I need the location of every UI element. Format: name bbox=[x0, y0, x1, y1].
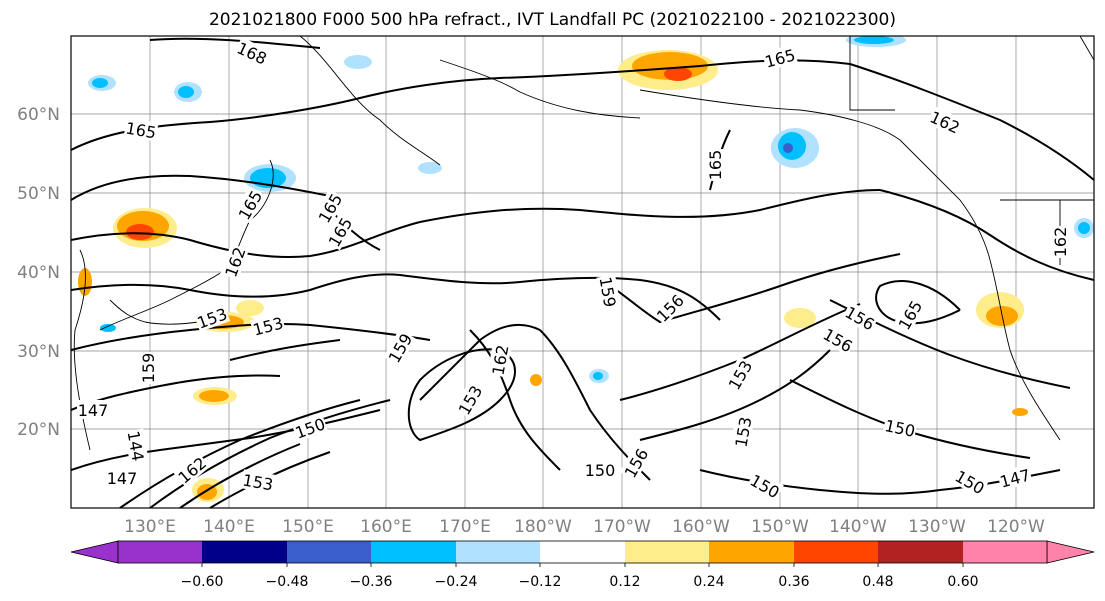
contour-label-text: 159 bbox=[139, 353, 158, 384]
colorbar-tick-label: 0.48 bbox=[862, 574, 893, 590]
longitude-label: 140°W bbox=[829, 517, 887, 537]
colorbar-segment bbox=[709, 541, 794, 563]
colorbar-segment bbox=[540, 541, 625, 563]
contour-label-text: 147 bbox=[107, 469, 138, 488]
contour-label: 144 bbox=[123, 428, 149, 464]
map-frame bbox=[70, 35, 1095, 509]
colorbar-tick-label: −0.12 bbox=[519, 574, 562, 590]
contour-label: 165 bbox=[123, 117, 159, 143]
colorbar-tick-label: 0.36 bbox=[778, 574, 809, 590]
longitude-label: 180°W bbox=[514, 517, 572, 537]
colorbar-extend-high bbox=[1046, 540, 1095, 564]
contour-label-text: 162 bbox=[1051, 227, 1070, 258]
colorbar-segment bbox=[878, 541, 963, 563]
contour-label-text: 165 bbox=[706, 150, 725, 181]
longitude-label: 160°W bbox=[672, 517, 730, 537]
colorbar-segment bbox=[963, 541, 1047, 563]
colorbar-segment bbox=[118, 541, 202, 563]
contour-label: 159 bbox=[138, 352, 158, 384]
colorbar-tick-label: −0.60 bbox=[181, 574, 224, 590]
colorbar-extend-low bbox=[70, 540, 119, 564]
latitude-label: 60°N bbox=[17, 105, 60, 125]
colorbar-tick-label: −0.24 bbox=[435, 574, 478, 590]
contour-label: 153 bbox=[240, 469, 276, 495]
longitude-label: 120°W bbox=[987, 517, 1045, 537]
negative-patch bbox=[783, 143, 793, 153]
longitude-label: 150°W bbox=[751, 517, 809, 537]
contour-label: 150 bbox=[746, 469, 784, 502]
latitude-label: 40°N bbox=[17, 263, 60, 283]
contour-label: 156 bbox=[819, 323, 857, 356]
contour-label-text: 150 bbox=[585, 461, 616, 480]
latitude-labels: 60°N 50°N 40°N 30°N 20°N bbox=[17, 105, 60, 440]
longitude-label: 160°E bbox=[360, 517, 412, 537]
colorbar-segment bbox=[287, 541, 371, 563]
longitude-label: 130°W bbox=[908, 517, 966, 537]
contour-label: 153 bbox=[730, 414, 756, 450]
contour-label: 147 bbox=[77, 400, 109, 420]
longitude-label: 170°E bbox=[439, 517, 491, 537]
longitude-label: 150°E bbox=[282, 517, 334, 537]
colorbar-tick-label: 0.12 bbox=[609, 574, 640, 590]
contour-label: 165 bbox=[705, 149, 725, 181]
colorbar: −0.60 −0.48 −0.36 −0.24 −0.12 0.12 0.24 0.36 0.4… bbox=[70, 540, 1095, 590]
colorbar-tick-label: 0.60 bbox=[947, 574, 978, 590]
contour-label: 150 bbox=[584, 460, 616, 480]
colorbar-segment bbox=[625, 541, 709, 563]
longitude-label: 140°E bbox=[203, 517, 255, 537]
longitude-label: 130°E bbox=[124, 517, 176, 537]
contour-label-text: 147 bbox=[78, 401, 109, 420]
colorbar-tick-label: 0.24 bbox=[693, 574, 724, 590]
latitude-label: 30°N bbox=[17, 342, 60, 362]
contour-label: 162 bbox=[1050, 226, 1070, 258]
contour-label: 147 bbox=[106, 468, 138, 488]
colorbar-segment bbox=[202, 541, 287, 563]
colorbar-tick-label: −0.36 bbox=[350, 574, 393, 590]
longitude-labels: 130°E 140°E 150°E 160°E 170°E 180°W 170°W 160°W… bbox=[124, 517, 1045, 537]
latitude-label: 20°N bbox=[17, 420, 60, 440]
positive-patch bbox=[126, 67, 692, 240]
colorbar-segment bbox=[456, 541, 540, 563]
longitude-label: 170°W bbox=[593, 517, 651, 537]
colorbar-segment bbox=[371, 541, 456, 563]
colorbar-segment bbox=[794, 541, 878, 563]
latitude-label: 50°N bbox=[17, 184, 60, 204]
map-title: 2021021800 F000 500 hPa refract., IVT La… bbox=[208, 10, 896, 30]
colorbar-tick-label: −0.48 bbox=[266, 574, 309, 590]
